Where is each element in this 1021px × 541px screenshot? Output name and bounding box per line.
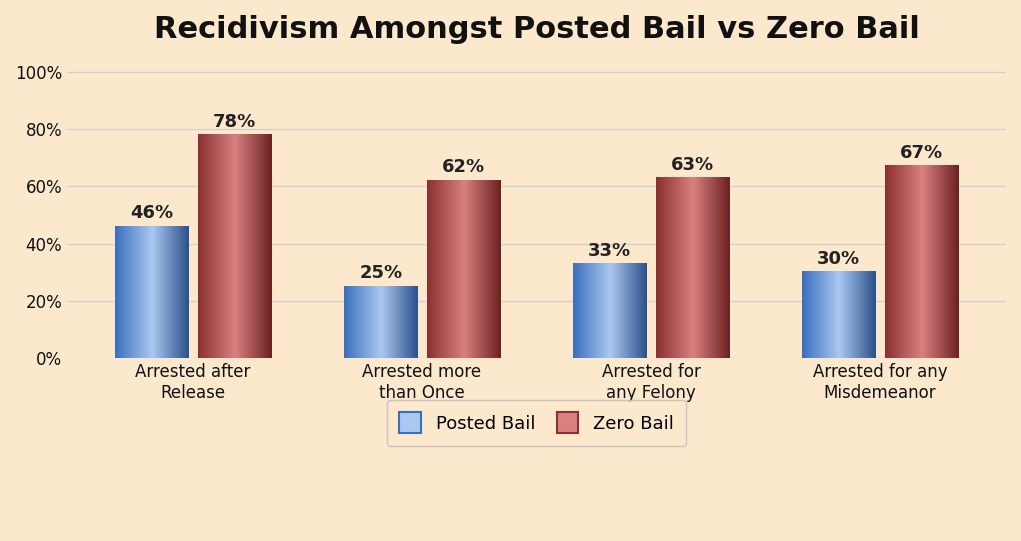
Text: 46%: 46% bbox=[131, 204, 174, 222]
Text: 78%: 78% bbox=[212, 113, 256, 130]
Legend: Posted Bail, Zero Bail: Posted Bail, Zero Bail bbox=[387, 400, 686, 446]
Text: 67%: 67% bbox=[900, 144, 942, 162]
Title: Recidivism Amongst Posted Bail vs Zero Bail: Recidivism Amongst Posted Bail vs Zero B… bbox=[153, 15, 920, 44]
Text: 33%: 33% bbox=[588, 241, 631, 260]
Text: 25%: 25% bbox=[359, 265, 402, 282]
Text: 63%: 63% bbox=[671, 156, 714, 174]
Text: 30%: 30% bbox=[817, 250, 861, 268]
Text: 62%: 62% bbox=[442, 159, 485, 176]
